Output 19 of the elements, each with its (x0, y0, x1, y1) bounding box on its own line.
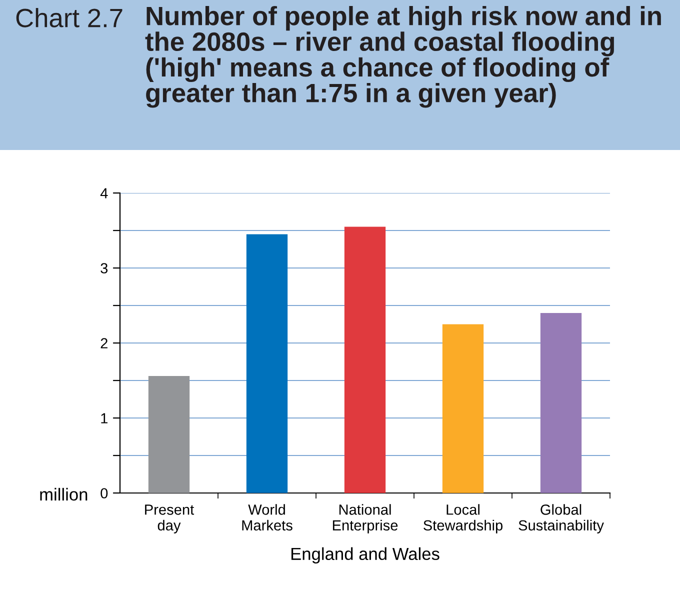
caption: Chart 2.7 (16, 8, 122, 28)
x-tick-label: Global Sustainability (518, 504, 604, 534)
y-tick-label: 4 (100, 188, 108, 198)
chart-title: Number of people at high risk now and in the 2080s – river and coastal flooding ('high' means a chance of flooding of greater than 1:75 in a given year) (145, 6, 661, 108)
bar (442, 324, 484, 493)
bar (344, 226, 386, 493)
x-tick-label: Local Stewardship (424, 504, 503, 534)
x-tick-label: Present day (145, 504, 194, 534)
bar (148, 376, 190, 493)
x-axis-title: England and Wales (291, 547, 440, 564)
bar (246, 234, 288, 493)
bar (540, 313, 582, 493)
x-tick-label: National Enterprise (332, 504, 398, 534)
y-tick-label: 1 (101, 413, 108, 424)
y-tick-label: 3 (100, 263, 108, 274)
x-tick-label: World Markets (242, 504, 292, 531)
y-tick-label: 2 (100, 338, 108, 348)
y-axis-title: million (40, 488, 88, 501)
y-tick-label: 0 (100, 488, 108, 498)
